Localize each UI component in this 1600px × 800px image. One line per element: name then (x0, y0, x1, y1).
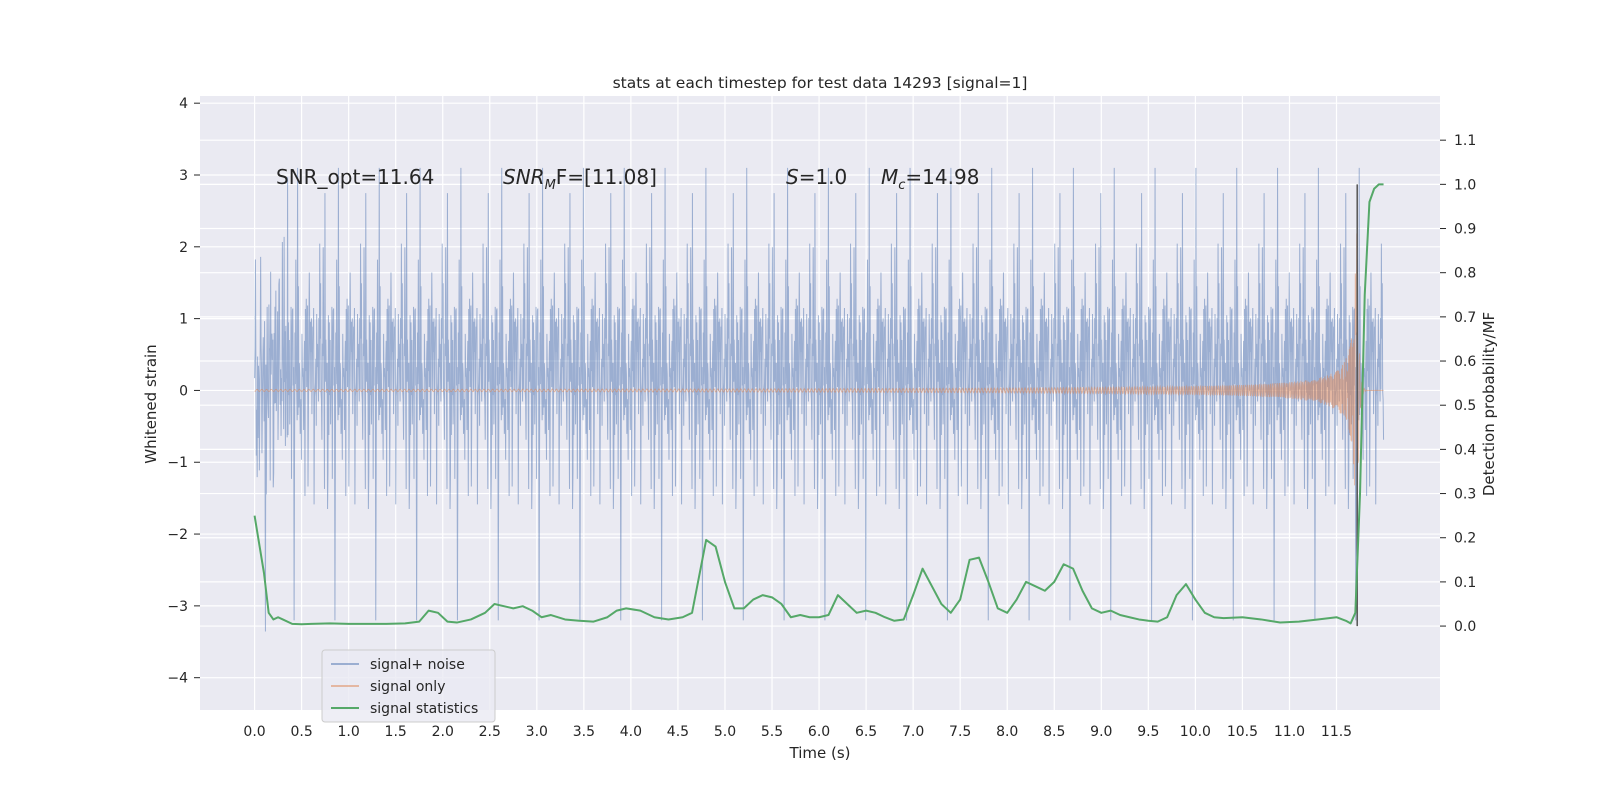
x-axis-label: Time (s) (789, 744, 851, 762)
annotation-snr-mf-sub: M (545, 178, 556, 193)
x-tick-label: 7.0 (902, 724, 924, 740)
right-y-tick-label: 1.1 (1454, 133, 1476, 149)
x-tick-label: 6.0 (808, 724, 830, 740)
y-tick-label: 2 (179, 240, 188, 256)
x-tick-label: 9.5 (1137, 724, 1159, 740)
y-tick-label: −2 (167, 527, 188, 543)
x-tick-label: 5.5 (761, 724, 783, 740)
right-y-tick-label: 1.0 (1454, 177, 1476, 193)
annotation-mc-sub: c (898, 178, 905, 193)
right-y-axis-ticks: 1.1 1.0 0.9 0.8 0.7 0.6 0.5 0.4 0.3 0.2 0.1 0.0 (1440, 133, 1476, 635)
x-tick-label: 2.0 (432, 724, 454, 740)
right-y-tick-label: 0.1 (1454, 575, 1476, 591)
legend-label-signal-statistics: signal statistics (370, 701, 478, 717)
y-axis-label: Whitened strain (142, 344, 160, 463)
legend-label-signal-only: signal only (370, 679, 445, 695)
annotation-mc-rest: =14.98 (905, 165, 979, 189)
right-y-tick-label: 0.4 (1454, 442, 1476, 458)
x-tick-label: 0.5 (290, 724, 312, 740)
right-y-tick-label: 0.8 (1454, 266, 1476, 282)
x-tick-label: 1.0 (338, 724, 360, 740)
x-tick-label: 11.0 (1274, 724, 1305, 740)
x-axis-ticks: 0.0 0.5 1.0 1.5 2.0 2.5 3.0 3.5 4.0 4.5 5.0 5.5 6.0 6… (243, 724, 1352, 740)
legend-label-signal-noise: signal+ noise (370, 657, 465, 673)
y-tick-label: 4 (179, 96, 188, 112)
annotation-snr-mf: SNRMF=[11.08] (503, 165, 657, 193)
right-y-tick-label: 0.3 (1454, 487, 1476, 503)
right-y-tick-label: 0.6 (1454, 354, 1476, 370)
x-tick-label: 10.5 (1227, 724, 1258, 740)
y-axis-ticks: 4 3 2 1 0 −1 −2 −3 −4 (167, 96, 200, 687)
right-y-tick-label: 0.2 (1454, 531, 1476, 547)
annotation-s: S=1.0 (786, 165, 847, 189)
y-tick-label: −4 (167, 671, 188, 687)
x-tick-label: 4.0 (620, 724, 642, 740)
x-tick-label: 0.0 (243, 724, 265, 740)
right-y-tick-label: 0.5 (1454, 398, 1476, 414)
y-tick-label: −1 (167, 455, 188, 471)
y-tick-label: 3 (179, 168, 188, 184)
y-tick-label: −3 (167, 599, 188, 615)
x-tick-label: 6.5 (855, 724, 877, 740)
x-tick-label: 1.5 (385, 724, 407, 740)
chart-title: stats at each timestep for test data 142… (613, 74, 1028, 92)
right-y-tick-label: 0.9 (1454, 222, 1476, 238)
annotation-snr-mf-prefix: SNR (503, 165, 545, 189)
annotation-mc-letter: M (881, 165, 898, 189)
x-tick-label: 10.0 (1180, 724, 1211, 740)
x-tick-label: 4.5 (667, 724, 689, 740)
x-tick-label: 3.0 (526, 724, 548, 740)
x-tick-label: 7.5 (949, 724, 971, 740)
right-y-tick-label: 0.0 (1454, 619, 1476, 635)
y-tick-label: 1 (179, 312, 188, 328)
x-tick-label: 3.5 (573, 724, 595, 740)
x-tick-label: 2.5 (479, 724, 501, 740)
x-tick-label: 11.5 (1321, 724, 1352, 740)
x-tick-label: 8.5 (1043, 724, 1065, 740)
annotation-mc: Mc=14.98 (881, 165, 979, 193)
x-tick-label: 5.0 (714, 724, 736, 740)
annotation-snr-opt: SNR_opt=11.64 (276, 165, 434, 189)
y-tick-label: 0 (179, 383, 188, 399)
right-y-tick-label: 0.7 (1454, 310, 1476, 326)
annotation-s-letter: S (786, 165, 799, 189)
legend: signal+ noise signal only signal statist… (322, 650, 495, 722)
annotation-snr-mf-rest: F=[11.08] (556, 165, 657, 189)
right-y-axis-label: Detection probability/MF (1480, 312, 1498, 496)
x-tick-label: 9.0 (1090, 724, 1112, 740)
x-tick-label: 8.0 (996, 724, 1018, 740)
annotation-s-rest: =1.0 (799, 165, 848, 189)
